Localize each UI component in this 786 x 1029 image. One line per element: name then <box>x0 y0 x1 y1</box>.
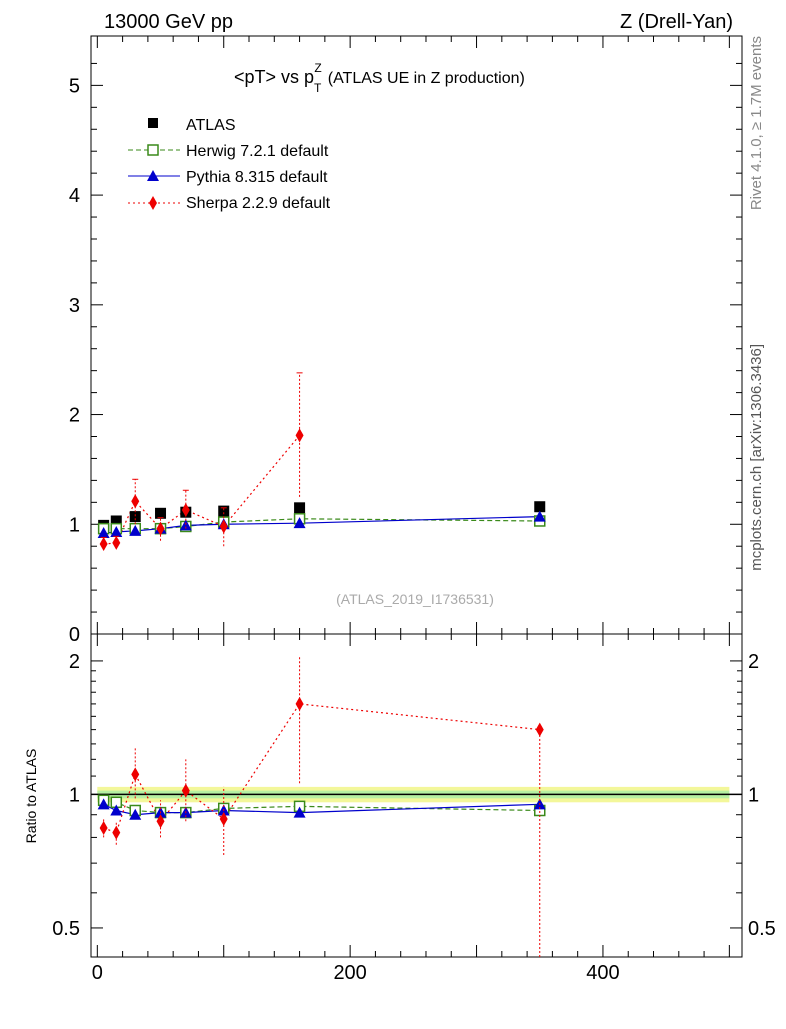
top-ytick-label: 2 <box>69 405 80 427</box>
series-point-0 <box>294 502 306 514</box>
ratio-point-3 <box>99 821 108 836</box>
series-point-0 <box>534 501 546 513</box>
xtick-label: 200 <box>333 962 366 984</box>
ratio-line-3 <box>103 703 540 834</box>
ratio-ytick-label-right: 0.5 <box>748 918 776 940</box>
legend-atlas-marker <box>148 118 158 128</box>
xtick-label: 0 <box>92 962 103 984</box>
series-point-3 <box>295 428 304 443</box>
legend-herwig-label: Herwig 7.2.1 default <box>186 143 329 160</box>
legend-sherpa-marker <box>149 196 157 210</box>
ratio-point-2 <box>97 798 110 810</box>
series-point-3 <box>112 535 121 550</box>
series-point-2 <box>110 525 123 537</box>
legend-herwig-marker <box>147 144 159 156</box>
series-point-3 <box>99 537 108 552</box>
ratio-point-3 <box>295 696 304 711</box>
title-rest: (ATLAS UE in Z production) <box>328 70 525 87</box>
legend-pythia-label: Pythia 8.315 default <box>186 169 328 186</box>
series-point-3 <box>156 521 165 536</box>
ratio-point-3 <box>112 825 121 840</box>
chart-title: <pT> vs pTZ (ATLAS UE in Z production) <box>234 61 525 95</box>
xtick-label: 400 <box>586 962 619 984</box>
header-right: Z (Drell-Yan) <box>620 11 733 33</box>
series-point-3 <box>181 503 190 518</box>
ratio-point-2 <box>129 808 142 820</box>
series-point-0 <box>155 507 167 519</box>
analysis-watermark: (ATLAS_2019_I1736531) <box>336 591 494 607</box>
series-point-2 <box>129 524 142 536</box>
ratio-ytick-label-left: 1 <box>69 784 80 806</box>
series-point-2 <box>293 517 306 529</box>
ratio-point-2 <box>293 806 306 818</box>
series-point-3 <box>219 519 228 534</box>
ratio-point-3 <box>181 783 190 798</box>
ratio-ylabel: Ratio to ATLAS <box>23 749 39 844</box>
ratio-point-3 <box>219 812 228 827</box>
side-label-bottom: mcplots.cern.ch [arXiv:1306.3436] <box>748 344 765 571</box>
top-ytick-label: 5 <box>69 75 80 97</box>
title-sup: Z <box>314 61 321 75</box>
top-ytick-label: 3 <box>69 295 80 317</box>
side-label-top: Rivet 4.1.0, ≥ 1.7M events <box>748 36 765 210</box>
title-sub: T <box>314 81 322 95</box>
top-ytick-label: 1 <box>69 514 80 536</box>
header-left: 13000 GeV pp <box>104 11 233 33</box>
ratio-point-3 <box>131 767 140 782</box>
ratio-point-3 <box>535 722 544 737</box>
series-point-0 <box>110 515 122 527</box>
ratio-point-2 <box>110 804 123 816</box>
ratio-panel-frame <box>90 633 743 958</box>
top-ytick-label: 4 <box>69 185 80 207</box>
series-point-0 <box>129 511 141 523</box>
title-main: <pT> vs p <box>234 67 314 87</box>
legend-pythia-marker <box>147 170 159 181</box>
series-point-3 <box>131 494 140 509</box>
ratio-ytick-label-left: 0.5 <box>52 918 80 940</box>
series-point-2 <box>533 510 546 522</box>
ratio-ytick-label-right: 2 <box>748 651 759 673</box>
top-ytick-label: 0 <box>69 624 80 646</box>
legend: ATLAS Herwig 7.2.1 default Pythia 8.315 … <box>128 117 331 212</box>
legend-atlas-label: ATLAS <box>186 117 236 134</box>
series-point-2 <box>97 527 110 539</box>
series-point-0 <box>218 505 230 517</box>
legend-sherpa-label: Sherpa 2.2.9 default <box>186 195 331 212</box>
ratio-ytick-label-left: 2 <box>69 651 80 673</box>
series-point-2 <box>179 519 192 531</box>
ratio-ytick-label-right: 1 <box>748 784 759 806</box>
ratio-point-3 <box>156 814 165 829</box>
